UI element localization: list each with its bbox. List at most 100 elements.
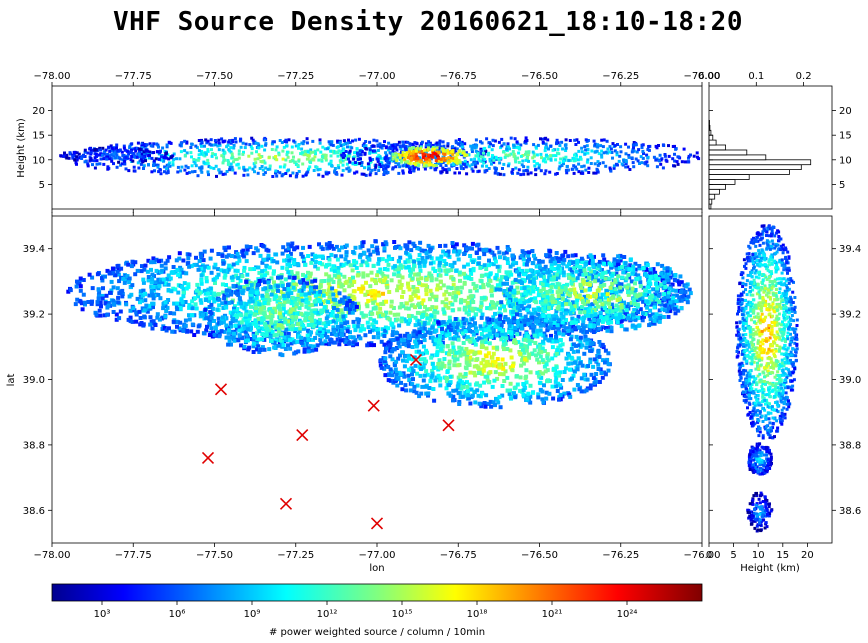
density-cell-lon-lat <box>465 247 470 252</box>
density-cell-lon-height <box>532 154 536 158</box>
density-cell-lon-lat <box>263 268 268 273</box>
density-cell-lon-height <box>129 150 133 154</box>
density-cell-lon-lat <box>264 247 269 252</box>
histogram-bar <box>708 134 714 141</box>
density-cell-lon-height <box>557 167 561 171</box>
density-cell-lon-lat <box>488 278 493 283</box>
density-cell-lon-lat <box>452 260 457 265</box>
density-cell-lon-lat <box>344 342 349 346</box>
density-cell-lon-lat <box>405 246 410 251</box>
density-cell-lon-lat <box>451 276 456 281</box>
density-cell-lon-lat <box>399 319 404 324</box>
density-cell-lon-lat <box>443 303 448 308</box>
density-cell-lon-lat <box>536 293 541 298</box>
density-cell-lon-height <box>98 153 102 157</box>
density-cell-lon-lat <box>463 393 468 398</box>
density-cell-lon-lat <box>273 252 278 257</box>
density-cell-lon-lat <box>157 317 162 322</box>
density-cell-lon-lat <box>257 320 262 325</box>
density-cell-lon-lat <box>141 288 146 293</box>
density-cell-lon-lat <box>183 318 188 323</box>
density-cell-lon-lat <box>422 357 427 362</box>
density-cell-lon-height <box>374 165 378 169</box>
density-cell-lon-height <box>380 146 384 150</box>
density-cell-lon-height <box>524 158 528 162</box>
density-cell-lon-height <box>351 139 354 143</box>
density-cell-lon-height <box>527 151 531 155</box>
density-cell-lon-lat <box>462 252 467 256</box>
density-cell-lon-height <box>248 143 252 147</box>
density-cell-lon-height <box>624 152 628 156</box>
density-cell-lon-lat <box>427 254 432 259</box>
density-cell-lon-lat <box>174 305 179 309</box>
density-cell-lon-lat <box>464 310 469 315</box>
density-cell-lon-lat <box>524 262 529 267</box>
density-cell-lon-lat <box>358 252 363 257</box>
density-cell-lon-height <box>93 156 97 160</box>
histogram-bar <box>708 144 727 151</box>
density-cell-lon-height <box>430 149 434 153</box>
density-cell-lon-height <box>258 156 262 160</box>
density-cell-lon-lat <box>412 289 417 294</box>
density-cell-lon-lat <box>120 294 125 299</box>
density-cell-lon-lat <box>406 264 411 269</box>
density-cell-lon-lat <box>148 315 153 320</box>
density-cell-lon-lat <box>131 306 136 311</box>
density-cell-lon-height <box>192 158 196 161</box>
density-cell-lon-lat <box>516 290 520 295</box>
density-cell-lon-lat <box>336 310 341 314</box>
density-cell-lon-height <box>533 164 537 168</box>
density-cell-lon-lat <box>197 291 202 296</box>
density-cell-lon-height <box>687 160 690 164</box>
density-cell-lon-lat <box>605 357 610 362</box>
density-cell-lon-height <box>235 157 239 161</box>
density-cell-lon-lat <box>458 290 463 295</box>
density-cell-lon-lat <box>196 294 200 299</box>
density-cell-lon-lat <box>396 270 401 275</box>
histogram-bar <box>708 193 716 200</box>
density-cell-lon-lat <box>503 308 508 313</box>
density-cell-lon-lat <box>233 304 237 309</box>
density-cell-lon-lat <box>424 251 429 256</box>
density-cell-lon-lat <box>600 375 605 380</box>
density-cell-lon-lat <box>610 305 615 310</box>
density-cell-lon-lat <box>260 243 265 248</box>
density-cell-lon-lat <box>289 244 294 249</box>
density-cell-lon-lat <box>126 317 131 322</box>
density-cell-lon-lat <box>181 294 186 299</box>
density-cell-lon-lat <box>375 302 380 307</box>
density-cell-lon-height <box>548 170 552 174</box>
density-cell-lon-height <box>609 147 613 151</box>
density-cell-lon-lat <box>526 310 531 315</box>
density-cell-lon-lat <box>378 358 383 363</box>
density-cell-lon-height <box>455 161 459 165</box>
density-cell-lon-height <box>347 151 351 155</box>
density-cell-lon-lat <box>329 252 334 257</box>
density-cell-lon-height <box>381 164 385 168</box>
density-cell-lon-lat <box>478 394 483 399</box>
density-cell-lon-height <box>108 149 112 153</box>
density-cell-lon-lat <box>644 267 649 272</box>
density-cell-lon-lat <box>195 329 200 334</box>
density-cell-lon-lat <box>440 300 445 305</box>
density-cell-lon-lat <box>145 309 150 314</box>
density-cell-lon-height <box>596 145 600 149</box>
density-cell-lon-lat <box>146 275 151 279</box>
density-cell-lon-lat <box>509 309 514 314</box>
density-cell-lon-lat <box>444 262 449 266</box>
density-cell-lon-lat <box>447 352 452 357</box>
density-cell-lon-height <box>311 139 315 143</box>
density-cell-lon-lat <box>424 391 429 396</box>
density-cell-lon-lat <box>299 252 304 257</box>
density-cell-lon-height <box>230 156 234 160</box>
density-cell-lon-lat <box>395 331 400 336</box>
density-cell-lon-lat <box>512 330 517 335</box>
density-cell-lon-height <box>75 162 78 166</box>
density-cell-lon-lat <box>266 253 271 258</box>
density-cell-lon-lat <box>165 276 170 281</box>
density-cell-lon-lat <box>449 286 454 291</box>
density-cell-lon-height <box>534 168 538 172</box>
density-cell-lon-lat <box>579 389 584 394</box>
density-cell-lon-lat <box>492 305 497 310</box>
density-cell-lon-lat <box>326 278 331 283</box>
